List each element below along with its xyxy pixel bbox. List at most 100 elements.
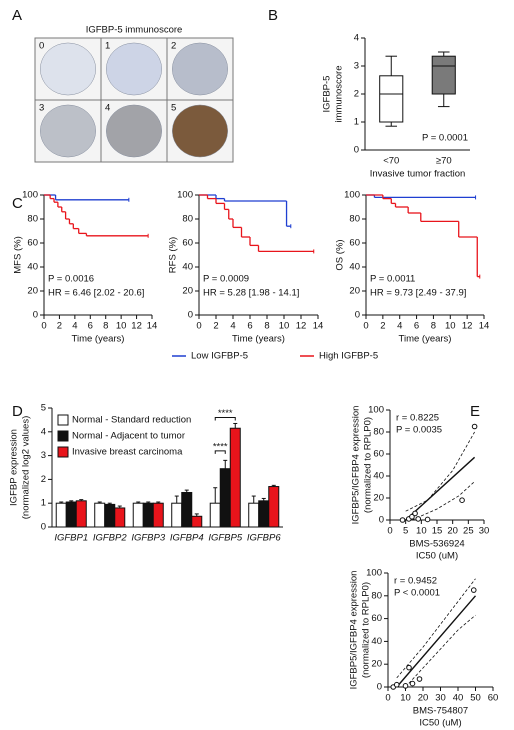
x-tick-label: 12	[296, 321, 307, 332]
y-tick-label: 40	[371, 636, 382, 647]
bar	[104, 503, 116, 528]
bar	[209, 502, 221, 528]
tissue-core	[40, 104, 96, 158]
point	[412, 510, 418, 517]
y-tick-label: 2	[41, 474, 46, 485]
x-tick-label: 2	[380, 321, 385, 332]
point	[471, 423, 478, 430]
x-tick-label: 20	[418, 693, 429, 704]
score-label: 5	[171, 103, 176, 114]
x-tick-label: IGFBP4	[170, 533, 204, 544]
score-label: 4	[105, 103, 110, 114]
x-tick-label: 5	[403, 526, 408, 537]
x-tick-label: 0	[387, 526, 392, 537]
annotation: P = 0.0011	[370, 274, 415, 285]
x-tick-label: 20	[447, 526, 458, 537]
tissue-core	[40, 42, 96, 96]
x-tick-label: 0	[41, 321, 46, 332]
annotation: P = 0.0016	[48, 274, 94, 285]
x-tick-label: 2	[213, 321, 218, 332]
x-tick-label: 14	[147, 321, 158, 332]
bar	[268, 486, 280, 528]
bar	[258, 500, 270, 528]
score-label: 1	[105, 41, 110, 52]
annotation: HR = 9.73 [2.49 - 37.9]	[370, 288, 466, 299]
x-tick-label: 12	[462, 321, 473, 332]
y-tick-label: 60	[373, 449, 384, 460]
x-tick-label: 12	[131, 321, 142, 332]
x-tick-label: 50	[470, 693, 481, 704]
y-tick-label: 100	[22, 190, 38, 201]
bar	[171, 502, 183, 528]
annotation: ****	[218, 408, 233, 419]
tissue-core	[106, 104, 162, 158]
confidence-band	[405, 614, 476, 688]
x-tick-label: 0	[385, 693, 390, 704]
x-tick-label: 8	[264, 321, 269, 332]
point	[470, 587, 477, 593]
bar	[248, 502, 260, 528]
panel-letter: D	[12, 403, 23, 420]
cell	[166, 99, 234, 163]
point	[402, 683, 409, 689]
y-axis-label: (normalized to RPLP0)	[363, 417, 374, 513]
annotation: HR = 6.46 [2.02 - 20.6]	[48, 288, 144, 299]
y-tick-label: 80	[27, 214, 38, 225]
y-tick-label: 20	[27, 286, 38, 297]
annotation: P = 0.0035	[396, 425, 442, 436]
annotation: P < 0.0001	[394, 588, 440, 599]
y-tick-label: 4	[41, 426, 46, 437]
x-tick-label: IGFBP5	[208, 533, 243, 544]
x-tick-label: 60	[488, 693, 499, 704]
x-tick-label: IGFBP1	[54, 533, 88, 544]
y-tick-label: 80	[373, 427, 384, 438]
y-tick-label: 3	[41, 450, 46, 461]
bar	[181, 491, 193, 528]
x-tick-label: 30	[435, 693, 446, 704]
x-tick-label: 4	[72, 321, 77, 332]
annotation: P = 0.0001	[422, 133, 468, 144]
x-tick-label: 15	[432, 526, 443, 537]
annotation: r = 0.9452	[394, 576, 437, 587]
annotation: P = 0.0009	[203, 274, 249, 285]
score-label: 3	[39, 103, 44, 114]
significance-bracket	[214, 417, 236, 421]
bar	[142, 502, 154, 528]
confidence-band	[405, 431, 475, 512]
y-tick-label: 3	[354, 61, 359, 72]
y-axis-label: RFS (%)	[168, 237, 179, 273]
x-tick-label: 14	[313, 321, 324, 332]
y-tick-label: 4	[354, 33, 359, 44]
x-axis-label: BMS-754807	[413, 706, 468, 717]
x-tick-label: 10	[445, 321, 456, 332]
regression-line	[396, 595, 477, 688]
x-axis-label: Time (years)	[399, 334, 452, 345]
x-axis-label: IC50 (uM)	[419, 718, 461, 729]
x-tick-label: 10	[279, 321, 290, 332]
point	[406, 664, 412, 671]
bar	[114, 507, 126, 528]
x-tick-label: 0	[363, 321, 368, 332]
y-tick-label: 20	[371, 659, 382, 670]
bar	[75, 500, 87, 528]
bar	[152, 502, 164, 528]
y-tick-label: 0	[377, 682, 382, 693]
bar	[229, 427, 241, 528]
bar	[55, 502, 67, 528]
x-tick-label: IGFBP6	[247, 533, 282, 544]
score-label: 2	[171, 41, 176, 52]
point	[399, 517, 406, 523]
y-tick-label: 2	[354, 89, 359, 100]
annotation: r = 0.8225	[396, 413, 439, 424]
y-tick-label: 0	[33, 310, 38, 321]
y-tick-label: 40	[182, 262, 193, 273]
x-tick-label: 8	[431, 321, 436, 332]
y-tick-label: 1	[354, 117, 359, 128]
box	[431, 55, 456, 95]
y-tick-label: 60	[349, 238, 360, 249]
y-tick-label: 60	[182, 238, 193, 249]
x-axis-label: Time (years)	[72, 334, 125, 345]
point	[393, 681, 400, 688]
point	[416, 676, 423, 682]
